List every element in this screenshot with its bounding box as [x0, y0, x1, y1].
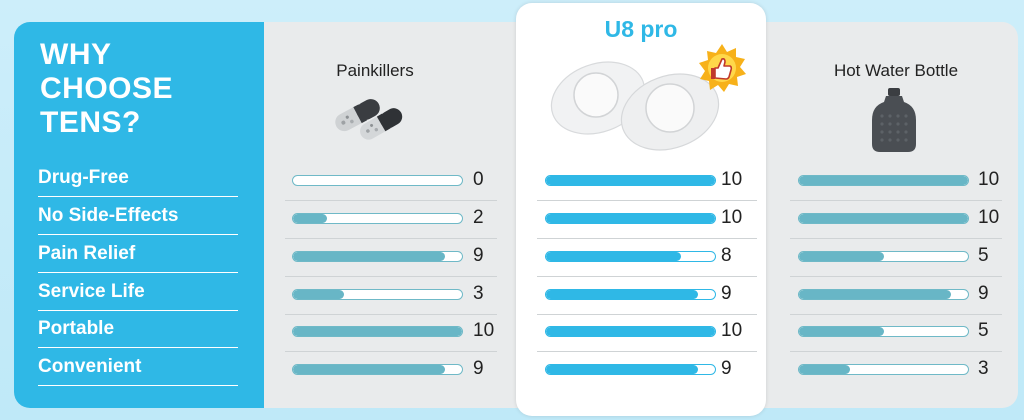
column-header-u8-pro: U8 pro — [604, 16, 678, 42]
score-bar — [799, 214, 968, 223]
score-value-label: 10 — [473, 320, 495, 341]
score-value-label: 5 — [978, 320, 989, 341]
score-bar-track — [292, 175, 463, 186]
score-value-label: 10 — [978, 169, 1000, 190]
heading-line: CHOOSE — [40, 72, 174, 105]
row-divider — [537, 314, 757, 315]
row-divider — [790, 200, 1002, 201]
score-value-label: 3 — [978, 358, 989, 379]
criterion-label: Portable — [38, 310, 238, 348]
thumbs-up-icon — [699, 44, 746, 92]
score-bar — [546, 214, 715, 223]
score-bar — [293, 365, 446, 374]
score-bar-track — [545, 251, 716, 262]
row-divider — [285, 238, 497, 239]
score-bar — [546, 252, 682, 261]
score-value-label: 2 — [473, 207, 484, 228]
score-bar-track — [292, 213, 463, 224]
column-header-hot-water-bottle: Hot Water Bottle — [833, 61, 959, 80]
score-value-label: 10 — [721, 320, 743, 341]
criterion-label: Pain Relief — [38, 235, 238, 273]
row-divider — [285, 200, 497, 201]
row-divider — [537, 200, 757, 201]
score-bar — [799, 252, 884, 261]
score-bar-track — [292, 251, 463, 262]
score-bar-track — [798, 364, 969, 375]
criterion-label: Drug-Free — [38, 159, 238, 197]
score-value-label: 10 — [721, 207, 743, 228]
criterion-label: No Side-Effects — [38, 197, 238, 235]
score-bar-track — [798, 289, 969, 300]
row-divider — [537, 238, 757, 239]
why-choose-heading: WHY CHOOSE TENS? — [40, 38, 173, 140]
heading-line: TENS? — [40, 106, 141, 139]
score-bar-track — [798, 251, 969, 262]
criterion-label: Convenient — [38, 348, 238, 386]
score-value-label: 9 — [721, 283, 732, 304]
score-value-label: 5 — [978, 245, 989, 266]
row-divider — [285, 351, 497, 352]
score-bar — [546, 290, 699, 299]
score-bar — [293, 252, 446, 261]
row-divider — [285, 314, 497, 315]
score-bar-track — [798, 213, 969, 224]
score-value-label: 0 — [473, 169, 484, 190]
tens-pads-image — [550, 61, 720, 151]
score-bar-track — [798, 326, 969, 337]
criteria-sidebar: WHY CHOOSE TENS? Drug-Free No Side-Effect… — [14, 22, 264, 408]
score-bar-track — [798, 175, 969, 186]
row-divider — [790, 351, 1002, 352]
score-value-label: 9 — [473, 245, 484, 266]
score-value-label: 10 — [721, 169, 743, 190]
score-bar — [293, 214, 327, 223]
score-value-label: 9 — [978, 283, 989, 304]
pills-image — [335, 99, 403, 140]
row-divider — [790, 238, 1002, 239]
criterion-label: Service Life — [38, 273, 238, 311]
score-bar-track — [545, 213, 716, 224]
score-bar — [799, 290, 952, 299]
score-bar — [293, 290, 344, 299]
score-bar-track — [545, 289, 716, 300]
row-divider — [790, 276, 1002, 277]
score-bar-track — [545, 326, 716, 337]
row-divider — [790, 314, 1002, 315]
score-value-label: 3 — [473, 283, 484, 304]
score-value-label: 8 — [721, 245, 732, 266]
row-divider — [537, 276, 757, 277]
score-value-label: 10 — [978, 207, 1000, 228]
score-bar-track — [292, 326, 463, 337]
row-divider — [537, 351, 757, 352]
score-bar-track — [292, 364, 463, 375]
hot-water-bottle-image — [872, 88, 916, 152]
score-bar — [546, 365, 699, 374]
score-bar-track — [292, 289, 463, 300]
score-bar — [799, 365, 850, 374]
score-bar-track — [545, 364, 716, 375]
score-bar — [546, 327, 715, 336]
score-bar — [546, 176, 715, 185]
column-header-painkillers: Painkillers — [336, 61, 414, 80]
score-bar — [799, 327, 884, 336]
row-divider — [285, 276, 497, 277]
score-value-label: 9 — [721, 358, 732, 379]
heading-line: WHY — [40, 38, 112, 71]
score-bar — [293, 327, 462, 336]
score-value-label: 9 — [473, 358, 484, 379]
score-bar — [799, 176, 968, 185]
score-bar-track — [545, 175, 716, 186]
